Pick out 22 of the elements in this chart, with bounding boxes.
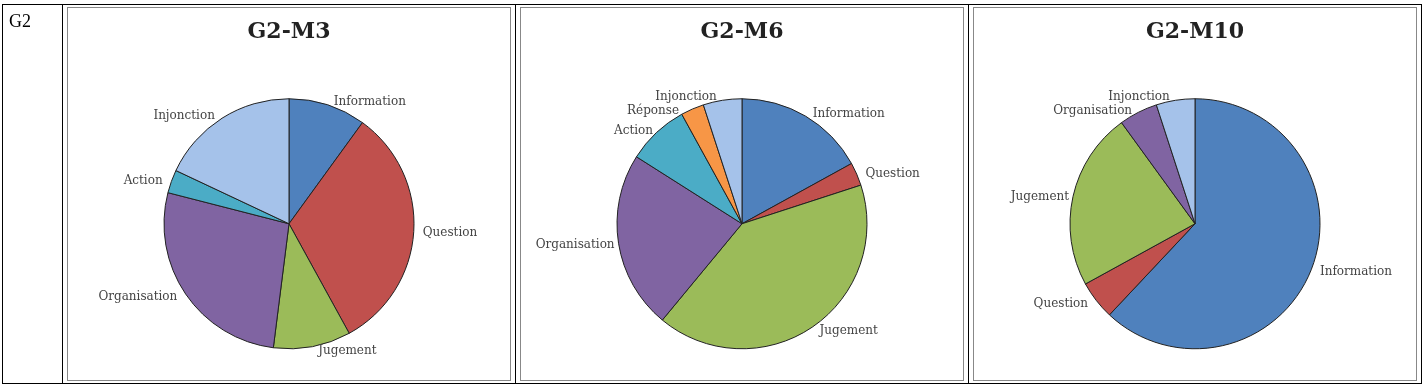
slice-label: Jugement (817, 323, 879, 338)
slice-label: Jugement (1008, 188, 1070, 203)
chart-title: G2-M6 (700, 17, 784, 43)
slice-label: Action (613, 122, 654, 137)
slice-label: Information (333, 94, 407, 109)
slice-label: Question (865, 165, 921, 180)
slice-label: Information (1319, 264, 1393, 279)
text: G2 (9, 11, 32, 32)
chart-title: G2-M10 (1145, 17, 1245, 43)
slice-label: Injonction (1108, 89, 1171, 104)
slice-label: Injonction (153, 107, 216, 122)
slice-label: Jugement (316, 343, 377, 358)
slice-label: Réponse (627, 103, 680, 118)
slice-label: Organisation (98, 289, 178, 304)
slice-label: Organisation (1053, 103, 1133, 118)
slice-label: Injonction (655, 89, 718, 104)
slice-label: Organisation (535, 236, 615, 251)
slice-label: Question (422, 224, 478, 239)
chart-title: G2-M3 (247, 17, 331, 43)
slice-label: Action (122, 173, 163, 188)
slice-label: Information (812, 105, 885, 120)
slice-label: Question (1033, 295, 1089, 310)
